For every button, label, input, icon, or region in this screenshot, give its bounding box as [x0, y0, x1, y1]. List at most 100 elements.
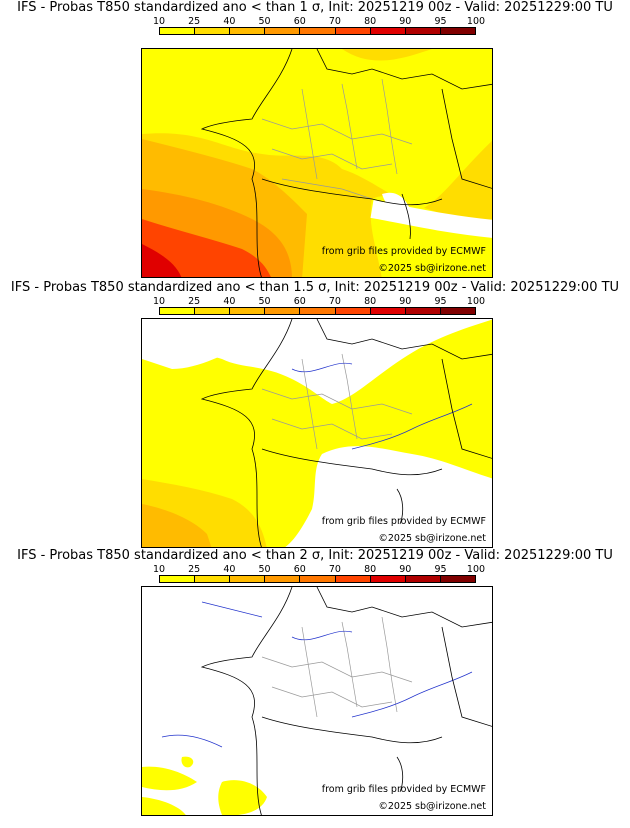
prob-field-80 [142, 244, 182, 277]
coastlines-borders [200, 319, 492, 547]
panel-title: IFS - Probas T850 standardized ano < tha… [10, 280, 620, 295]
legend-tick: 25 [188, 564, 201, 575]
legend-tick: 100 [466, 296, 486, 307]
no-signal-area [142, 324, 262, 369]
probability-map: from grib files provided by ECMWF ©2025 … [141, 318, 493, 548]
legend-colorbar [159, 307, 476, 315]
admin-borders [261, 78, 413, 200]
legend-swatch [405, 576, 441, 582]
legend-swatch [370, 308, 406, 314]
legend-tick-labels: 10 25 40 50 60 70 80 90 95 100 [153, 296, 485, 307]
legend-swatch [160, 576, 196, 582]
legend-tick: 70 [328, 296, 341, 307]
legend-swatch [230, 308, 266, 314]
legend-tick: 25 [188, 296, 201, 307]
legend-colorbar [159, 27, 476, 35]
legend-tick: 70 [328, 16, 341, 27]
legend-swatch [230, 576, 266, 582]
legend-tick: 60 [293, 296, 306, 307]
legend-tick: 70 [328, 564, 341, 575]
no-signal-area [320, 468, 451, 547]
legend-tick-labels: 10 25 40 50 60 70 80 90 95 100 [153, 564, 485, 575]
legend-tick: 90 [399, 564, 412, 575]
copyright-credit: ©2025 sb@irizone.net [378, 263, 486, 274]
legend-tick: 10 [152, 296, 166, 307]
map-graphic [142, 49, 492, 277]
prob-field-10 [181, 756, 194, 768]
prob-field-10 [142, 49, 492, 209]
legend-tick: 60 [293, 16, 306, 27]
prob-field-10 [142, 797, 186, 815]
copyright-credit: ©2025 sb@irizone.net [378, 801, 486, 812]
map-graphic [142, 319, 492, 547]
legend-swatch [195, 576, 231, 582]
probability-map: from grib files provided by ECMWF ©2025 … [141, 48, 493, 278]
panel-title: IFS - Probas T850 standardized ano < tha… [17, 0, 613, 15]
legend-swatch [405, 308, 441, 314]
legend-tick: 10 [152, 16, 166, 27]
legend-swatch [160, 308, 196, 314]
rivers [291, 362, 473, 450]
prob-field-70 [142, 219, 271, 277]
legend-tick: 50 [258, 564, 271, 575]
legend-swatch [335, 308, 371, 314]
legend-swatch [300, 576, 336, 582]
legend-swatch [335, 28, 371, 34]
copyright-credit: ©2025 sb@irizone.net [378, 533, 486, 544]
legend-swatch [265, 576, 301, 582]
coastlines-borders [200, 49, 492, 277]
probability-map: from grib files provided by ECMWF ©2025 … [141, 586, 493, 816]
legend-swatch [160, 28, 196, 34]
legend-swatch [440, 576, 475, 582]
legend-tick: 40 [223, 16, 236, 27]
legend-tick: 90 [399, 296, 412, 307]
prob-field-10 [142, 766, 197, 791]
legend-swatch [370, 28, 406, 34]
legend-swatch [300, 308, 336, 314]
legend-tick: 40 [223, 296, 236, 307]
legend-swatch [265, 28, 301, 34]
legend-swatch [370, 576, 406, 582]
legend-tick: 95 [434, 296, 447, 307]
legend-tick: 40 [223, 564, 236, 575]
legend-tick: 80 [364, 564, 377, 575]
source-credit: from grib files provided by ECMWF [321, 784, 486, 795]
legend-tick-labels: 10 25 40 50 60 70 80 90 95 100 [153, 16, 485, 27]
legend-tick: 95 [434, 16, 447, 27]
legend-tick: 10 [152, 564, 166, 575]
legend-swatch [300, 28, 336, 34]
admin-borders [261, 616, 413, 718]
map-panel-1: IFS - Probas T850 standardized ano < tha… [0, 0, 630, 278]
legend-tick: 50 [258, 296, 271, 307]
prob-field-40 [142, 504, 212, 547]
no-signal-area [142, 587, 492, 815]
map-panel-3: IFS - Probas T850 standardized ano < tha… [0, 548, 630, 816]
legend-colorbar [159, 575, 476, 583]
legend-tick: 80 [364, 16, 377, 27]
legend-swatch [195, 308, 231, 314]
prob-field-10 [142, 319, 492, 547]
admin-borders [261, 353, 413, 450]
legend-tick: 100 [466, 16, 486, 27]
legend-tick: 50 [258, 16, 271, 27]
legend-swatch [440, 308, 475, 314]
legend-tick: 60 [293, 564, 306, 575]
prob-field-10 [218, 780, 267, 815]
legend-tick: 25 [188, 16, 201, 27]
legend-tick: 95 [434, 564, 447, 575]
legend-swatch [335, 576, 371, 582]
map-panel-2: IFS - Probas T850 standardized ano < tha… [0, 280, 630, 548]
panel-title: IFS - Probas T850 standardized ano < tha… [17, 548, 613, 563]
legend-tick: 90 [399, 16, 412, 27]
no-signal-area [370, 200, 492, 238]
legend-swatch [195, 28, 231, 34]
source-credit: from grib files provided by ECMWF [321, 516, 486, 527]
legend-tick: 80 [364, 296, 377, 307]
legend-swatch [440, 28, 475, 34]
legend-tick: 100 [466, 564, 486, 575]
legend-swatch [265, 308, 301, 314]
legend-swatch [405, 28, 441, 34]
legend-swatch [230, 28, 266, 34]
source-credit: from grib files provided by ECMWF [321, 246, 486, 257]
rivers [161, 601, 473, 748]
